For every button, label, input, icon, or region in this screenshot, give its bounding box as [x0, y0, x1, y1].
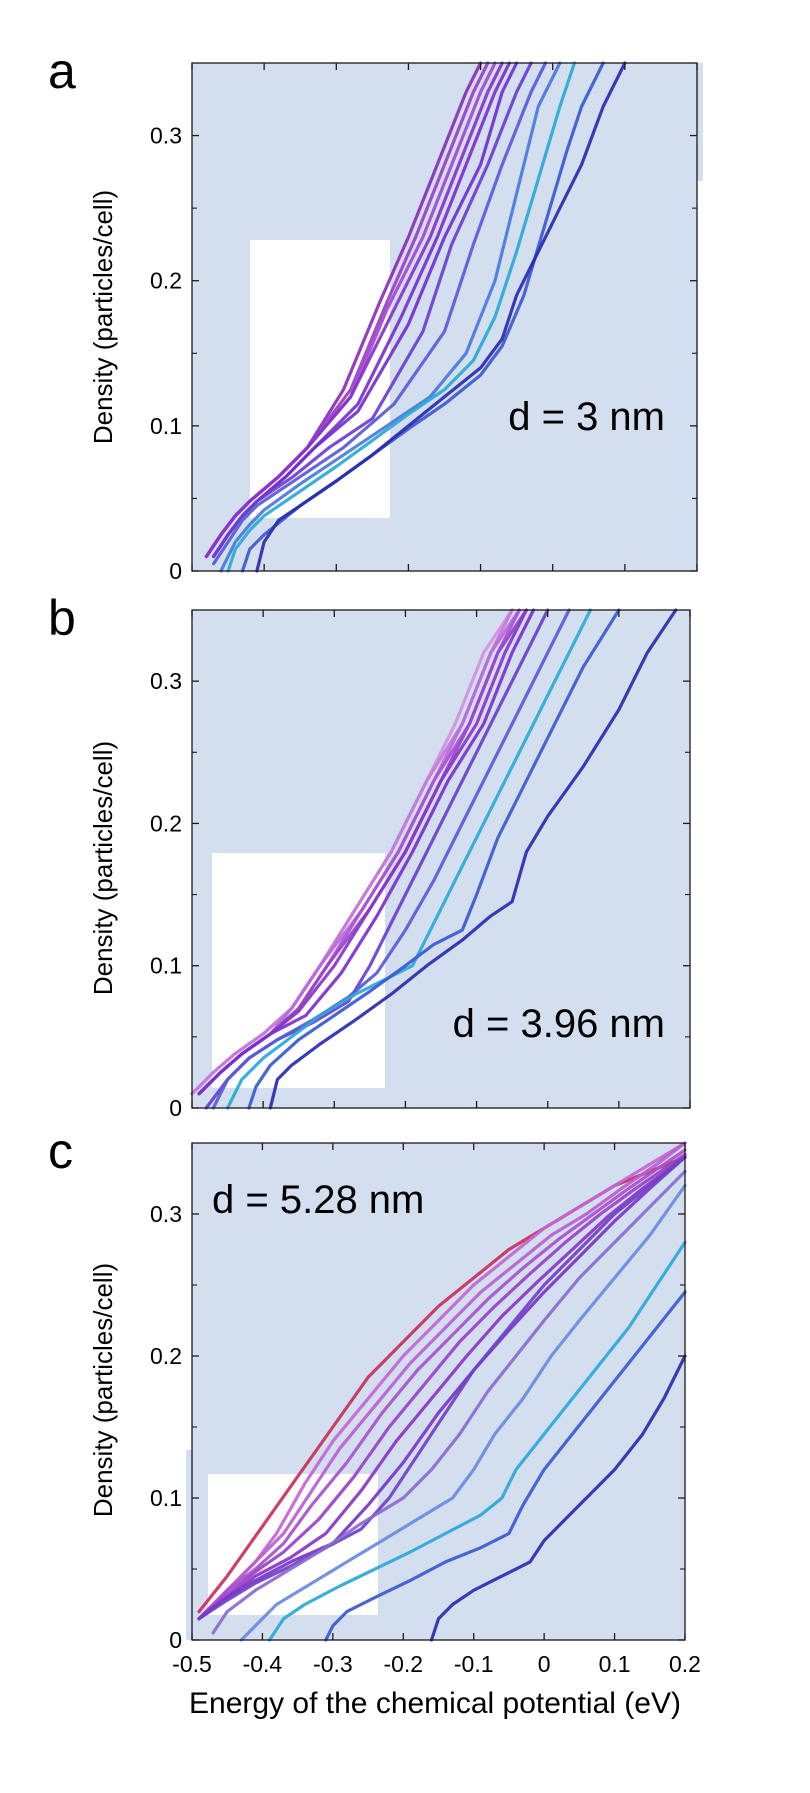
y-tick-label: 0.2 — [150, 810, 182, 836]
y-tick-label: 0 — [169, 558, 182, 584]
series-line-s11 — [267, 1240, 687, 1642]
y-tick-label: 0.3 — [150, 1201, 182, 1227]
x-tick-label: 0.1 — [599, 1651, 631, 1677]
x-tick-label: -0.1 — [454, 1651, 494, 1677]
series-line-s2 — [197, 1141, 687, 1621]
y-tick-label: 0.1 — [150, 413, 182, 439]
panel-annotation: d = 5.28 nm — [212, 1178, 424, 1222]
series-line-s9 — [211, 608, 571, 1110]
series-line-s12 — [255, 61, 627, 573]
y-axis-label: Density (particles/cell) — [88, 190, 118, 444]
x-tick-label: -0.5 — [172, 1651, 212, 1677]
y-tick-label: 0.3 — [150, 668, 182, 694]
series-line-s9 — [211, 1169, 687, 1635]
series-line-s4 — [204, 61, 504, 559]
y-tick-label: 0 — [169, 1627, 182, 1653]
plot-frame — [191, 62, 698, 572]
series-line-s9 — [219, 61, 562, 573]
y-axis-label: Density (particles/cell) — [88, 741, 118, 995]
series-line-s7 — [197, 1155, 687, 1621]
x-tick-label: -0.2 — [383, 1651, 423, 1677]
x-tick-label: 0 — [538, 1651, 551, 1677]
series-line-s5 — [197, 1152, 687, 1621]
panel-annotation: d = 3.96 nm — [453, 1002, 665, 1046]
y-tick-label: 0.2 — [150, 268, 182, 294]
x-tick-label: 0.2 — [669, 1651, 701, 1677]
panel-a: 0 0.1 0.2 0.3 a d = 3 nm Density (particles/ce… — [48, 43, 703, 584]
plot-background — [186, 1450, 194, 1640]
y-tick-label: 0.2 — [150, 1343, 182, 1369]
series-line-s3 — [197, 1141, 687, 1621]
x-axis-label: Energy of the chemical potential (eV) — [189, 1687, 681, 1720]
series-line-s8 — [197, 1155, 687, 1621]
series-line-s8 — [212, 61, 548, 566]
x-tick-label: -0.3 — [313, 1651, 353, 1677]
series-line-s12 — [324, 1290, 687, 1642]
panel-b: 0 0.1 0.2 0.3 b d = 3.96 nm Density (particles… — [48, 590, 691, 1121]
series-line-s7 — [197, 608, 536, 1096]
series-line-s13 — [429, 1354, 687, 1642]
series-line-s4 — [197, 1148, 687, 1621]
panel-label: c — [48, 1123, 73, 1179]
plot-frame — [191, 1142, 686, 1641]
panel-annotation: d = 3 nm — [508, 395, 665, 439]
plot-frame — [191, 609, 691, 1109]
y-axis-label: Density (particles/cell) — [88, 1263, 118, 1517]
series-line-s10 — [239, 1184, 687, 1642]
panel-label: b — [48, 590, 76, 646]
y-tick-label: 0.1 — [150, 1485, 182, 1511]
panel-label: a — [48, 43, 76, 99]
y-tick-label: 0 — [169, 1095, 182, 1121]
y-tick-label: 0.1 — [150, 953, 182, 979]
x-tick-label: -0.4 — [243, 1651, 283, 1677]
series-line-s10 — [226, 608, 592, 1110]
series-line-s6 — [197, 1155, 687, 1621]
plot-background — [697, 63, 703, 181]
series-line-s11 — [247, 608, 621, 1110]
panel-c: 0 0.1 0.2 0.3 -0.5 -0.4 -0.3 -0.2 -0.1 0 0.1 0.2 c d … — [48, 1123, 701, 1720]
series-line-s7 — [212, 61, 533, 559]
y-tick-label: 0.3 — [150, 123, 182, 149]
series-line-s12 — [268, 608, 678, 1110]
series-line-s10 — [226, 61, 576, 573]
